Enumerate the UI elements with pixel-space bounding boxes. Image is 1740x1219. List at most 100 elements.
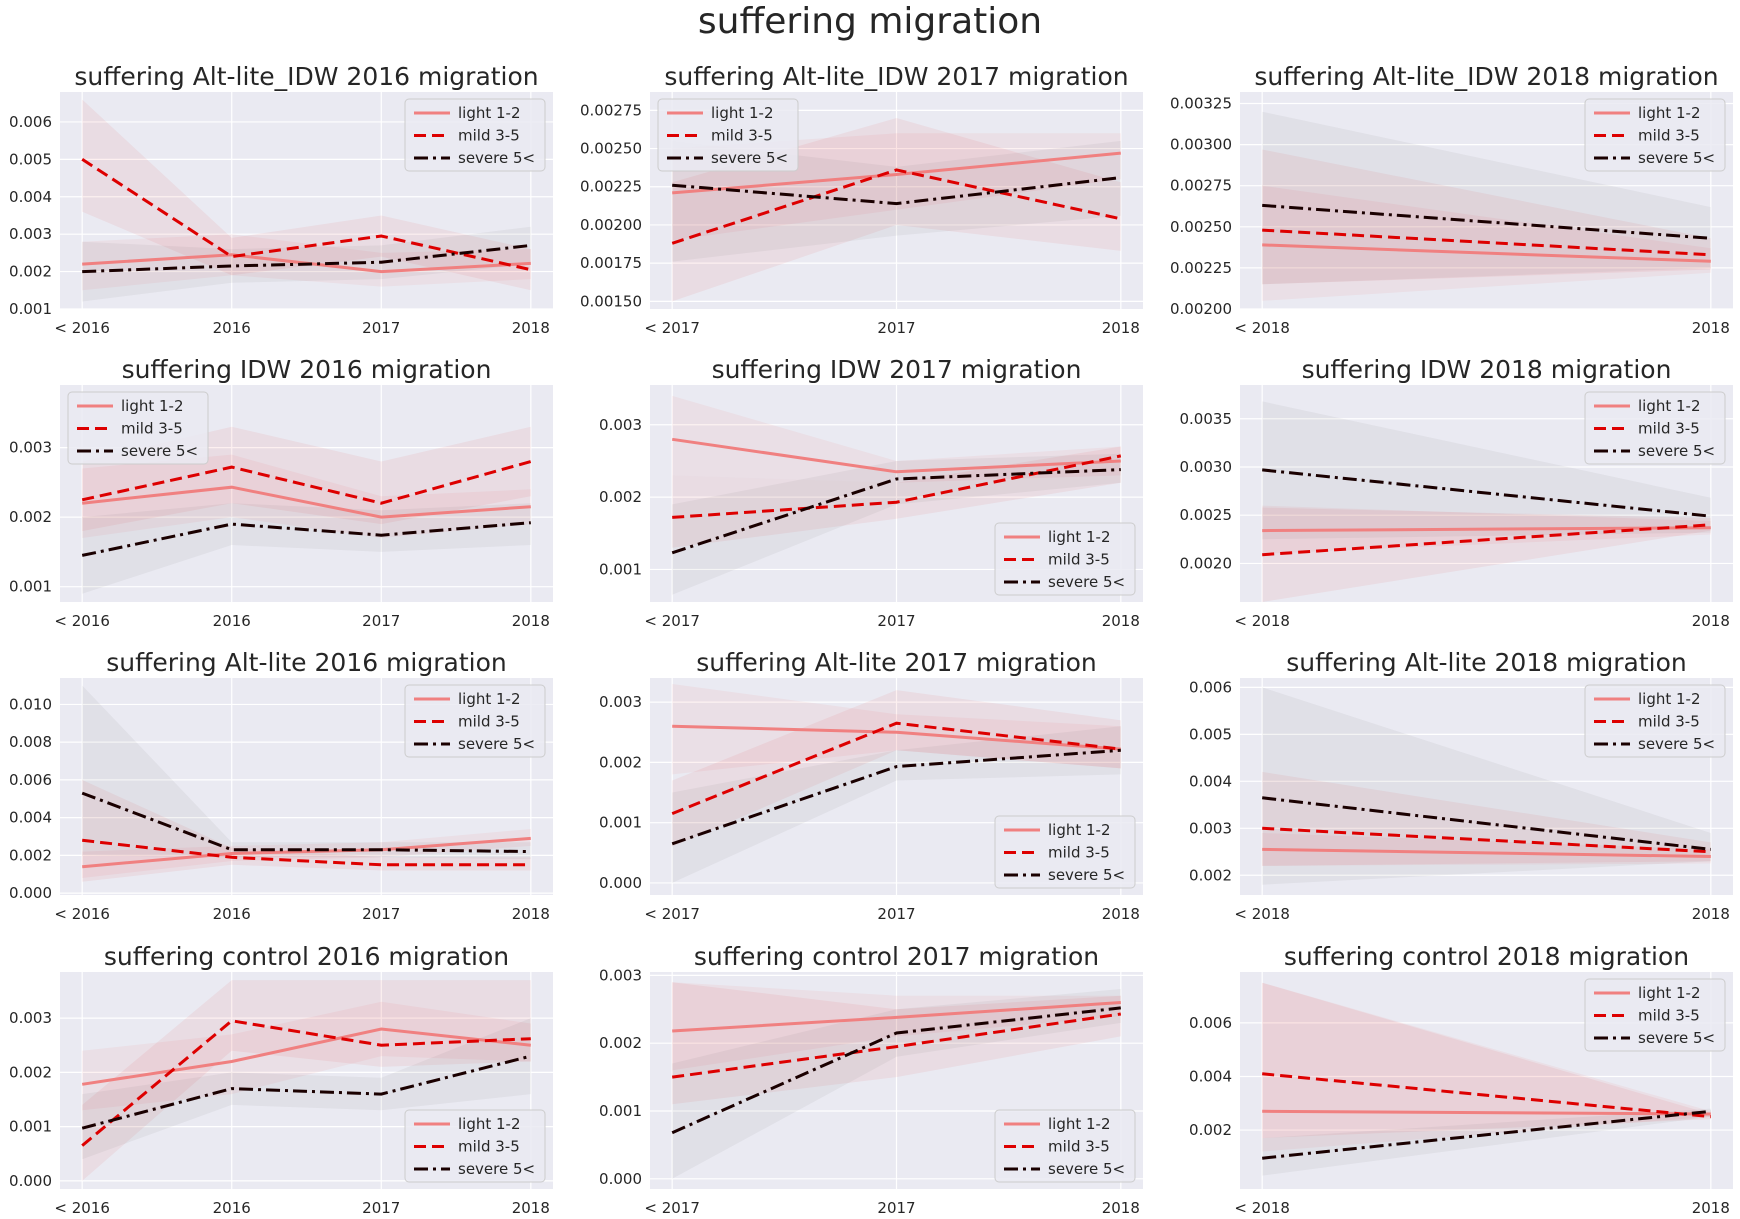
y-tick-label: 0.004 bbox=[9, 188, 52, 206]
subplot-6: 0.0020 0.0025 0.0030 0.0035 < 2018 2018 suffer… bbox=[1180, 355, 1733, 630]
y-tick-label: 0.00275 bbox=[1170, 177, 1232, 195]
subplot-8: 0.000 0.001 0.002 0.003 < 2017 2017 2018 suffer… bbox=[599, 648, 1143, 923]
y-tick-label: 0.001 bbox=[599, 560, 642, 578]
legend-label: light 1-2 bbox=[458, 104, 521, 122]
y-tick-label: 0.006 bbox=[1189, 1014, 1232, 1032]
legend-label: mild 3-5 bbox=[458, 713, 520, 731]
legend-label: mild 3-5 bbox=[121, 420, 183, 438]
x-tick-label: < 2018 bbox=[1234, 905, 1290, 923]
y-tick-label: 0.001 bbox=[9, 578, 52, 596]
confidence-band bbox=[672, 982, 1121, 1071]
subplot-11: 0.000 0.001 0.002 0.003 < 2017 2017 2018 suffer… bbox=[599, 942, 1143, 1217]
subplot-title: suffering Alt-lite_IDW 2018 migration bbox=[1254, 62, 1718, 91]
subplot-7: 0.000 0.002 0.004 0.006 0.008 0.010 < 2016 2016… bbox=[9, 648, 553, 923]
series-line bbox=[1262, 526, 1711, 533]
x-tick-label: 2018 bbox=[1102, 905, 1140, 923]
x-tick-label: 2017 bbox=[362, 612, 400, 630]
series-line bbox=[671, 1012, 1122, 1079]
y-tick-label: 0.00300 bbox=[1170, 136, 1232, 154]
series-line bbox=[671, 168, 1122, 245]
y-tick-label: 0.001 bbox=[599, 814, 642, 832]
series-line bbox=[671, 721, 1121, 815]
x-tick-label: 2017 bbox=[362, 319, 400, 337]
y-tick-label: 0.002 bbox=[9, 263, 52, 281]
series-line bbox=[1262, 468, 1711, 518]
series-line bbox=[672, 176, 1121, 206]
subplot-title: suffering IDW 2018 migration bbox=[1302, 355, 1672, 384]
subplot-title: suffering IDW 2016 migration bbox=[122, 355, 492, 384]
x-tick-label: 2018 bbox=[1692, 319, 1730, 337]
y-tick-label: 0.002 bbox=[9, 1063, 52, 1081]
y-tick-label: 0.003 bbox=[9, 225, 52, 243]
series-line bbox=[81, 460, 532, 505]
subplot-1: 0.001 0.002 0.003 0.004 0.005 0.006 < 2016 2016… bbox=[9, 62, 553, 337]
legend-label: mild 3-5 bbox=[1048, 551, 1110, 569]
legend-label: light 1-2 bbox=[1638, 690, 1701, 708]
y-tick-label: 0.00200 bbox=[580, 216, 642, 234]
x-tick-label: < 2017 bbox=[644, 905, 700, 923]
legend-box bbox=[994, 522, 1136, 596]
legend: light 1-2 mild 3-5 severe 5< bbox=[1584, 978, 1726, 1052]
confidence-band bbox=[1262, 111, 1711, 285]
legend-label: mild 3-5 bbox=[1048, 1138, 1110, 1156]
x-tick-label: 2016 bbox=[213, 905, 251, 923]
y-tick-label: 0.010 bbox=[9, 695, 52, 713]
series-line bbox=[82, 243, 531, 274]
x-tick-label: 2017 bbox=[877, 905, 915, 923]
x-tick-label: < 2017 bbox=[644, 319, 700, 337]
x-tick-label: 2018 bbox=[1102, 1199, 1140, 1217]
confidence-band bbox=[1262, 1108, 1711, 1176]
confidence-band bbox=[1262, 771, 1711, 866]
legend-box bbox=[1584, 391, 1726, 465]
series-line bbox=[81, 158, 532, 272]
series-line bbox=[1262, 826, 1711, 854]
y-tick-label: 0.006 bbox=[1189, 678, 1232, 696]
series-line bbox=[82, 836, 531, 869]
y-tick-label: 0.00225 bbox=[580, 178, 642, 196]
x-tick-label: 2018 bbox=[512, 905, 550, 923]
y-tick-label: 0.000 bbox=[9, 884, 52, 902]
legend: light 1-2 mild 3-5 severe 5< bbox=[1584, 391, 1726, 465]
y-tick-label: 0.000 bbox=[9, 1172, 52, 1190]
x-tick-label: 2017 bbox=[877, 612, 915, 630]
x-tick-label: 2018 bbox=[512, 319, 550, 337]
y-tick-label: 0.003 bbox=[9, 1009, 52, 1027]
x-tick-label: 2016 bbox=[213, 612, 251, 630]
confidence-band bbox=[82, 829, 531, 878]
legend: light 1-2 mild 3-5 severe 5< bbox=[657, 98, 799, 172]
confidence-band bbox=[1262, 833, 1711, 866]
x-tick-label: < 2016 bbox=[54, 905, 110, 923]
x-tick-label: 2016 bbox=[213, 1199, 251, 1217]
subplot-9: 0.002 0.003 0.004 0.005 0.006 < 2018 2018 suffe… bbox=[1189, 648, 1733, 923]
x-tick-label: 2018 bbox=[512, 612, 550, 630]
confidence-band bbox=[1262, 401, 1711, 540]
series-line bbox=[1262, 203, 1711, 240]
confidence-band bbox=[82, 685, 531, 860]
subplot-3: 0.00200 0.00225 0.00250 0.00275 0.00300 0.003… bbox=[1170, 62, 1733, 337]
y-tick-label: 0.008 bbox=[9, 733, 52, 751]
legend-label: light 1-2 bbox=[1638, 984, 1701, 1002]
y-tick-label: 0.0020 bbox=[1180, 554, 1233, 572]
confidence-band bbox=[672, 982, 1121, 1105]
y-tick-label: 0.001 bbox=[9, 1118, 52, 1136]
x-tick-label: 2017 bbox=[362, 1199, 400, 1217]
series-line bbox=[1262, 1109, 1711, 1160]
subplot-title: suffering control 2017 migration bbox=[694, 942, 1099, 971]
confidence-band bbox=[1262, 982, 1711, 1152]
legend-label: light 1-2 bbox=[1048, 1115, 1111, 1133]
series-line bbox=[81, 791, 531, 854]
subplot-4: 0.001 0.002 0.003 < 2016 2016 2017 2018 sufferi… bbox=[9, 355, 553, 630]
legend-label: mild 3-5 bbox=[458, 127, 520, 145]
series-line bbox=[81, 521, 531, 557]
series-line bbox=[672, 151, 1121, 195]
x-tick-label: < 2017 bbox=[644, 612, 700, 630]
legend: light 1-2 mild 3-5 severe 5< bbox=[67, 391, 209, 465]
x-tick-label: 2018 bbox=[1692, 905, 1730, 923]
subplot-title: suffering Alt-lite 2017 migration bbox=[696, 648, 1096, 677]
legend: light 1-2 mild 3-5 severe 5< bbox=[404, 684, 546, 758]
series-line bbox=[82, 838, 531, 867]
legend-box bbox=[657, 98, 799, 172]
legend-label: mild 3-5 bbox=[1638, 713, 1700, 731]
y-tick-label: 0.002 bbox=[9, 846, 52, 864]
